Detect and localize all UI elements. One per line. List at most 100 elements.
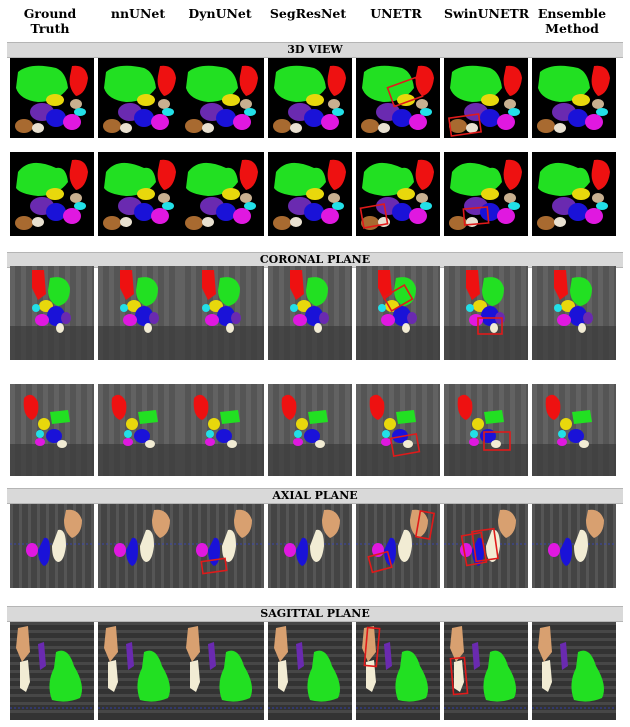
header-ensemble: Ensemble Method <box>532 6 612 36</box>
segmentation-image <box>10 266 94 360</box>
header-nnunet: nnUNet <box>98 6 178 21</box>
header-label: nnUNet <box>110 6 166 21</box>
tile-3d-ground-truth <box>10 58 94 138</box>
tile-cor2-ensemble <box>532 384 616 476</box>
segmentation-image <box>180 504 264 588</box>
tile-cor2-nnunet <box>98 384 182 476</box>
segmentation-image <box>98 266 182 360</box>
tile-sag-unetr <box>356 622 440 720</box>
tile-3d-ensemble <box>532 58 616 138</box>
segmentation-image <box>444 58 528 138</box>
tile-sag-nnunet <box>98 622 182 720</box>
tile-cor-ground-truth <box>10 266 94 360</box>
tile-3d-swinunetr <box>444 58 528 138</box>
tile-ax-segresnet <box>268 504 352 588</box>
tile-sag-ensemble <box>532 622 616 720</box>
segmentation-image <box>10 152 94 236</box>
tile-cor-ensemble <box>532 266 616 360</box>
segmentation-image <box>532 152 616 236</box>
tile-3d2-nnunet <box>98 152 182 236</box>
header-dynunet: DynUNet <box>180 6 260 21</box>
section-sagittal-plane: SAGITTAL PLANE <box>7 606 623 622</box>
segmentation-image <box>532 266 616 360</box>
segmentation-image <box>10 622 94 720</box>
tile-sag-swinunetr <box>444 622 528 720</box>
header-label: SwinUNETR <box>444 6 530 21</box>
segmentation-image <box>10 58 94 138</box>
tile-cor2-swinunetr <box>444 384 528 476</box>
tile-cor-unetr <box>356 266 440 360</box>
segmentation-image <box>98 504 182 588</box>
segmentation-image <box>180 266 264 360</box>
segmentation-image <box>10 504 94 588</box>
tile-3d2-unetr <box>356 152 440 236</box>
tile-cor-segresnet <box>268 266 352 360</box>
header-unetr: UNETR <box>356 6 436 21</box>
segmentation-image <box>356 152 440 236</box>
header-label: DynUNet <box>188 6 252 21</box>
segmentation-image <box>98 152 182 236</box>
tile-3d2-ensemble <box>532 152 616 236</box>
segmentation-image <box>356 266 440 360</box>
segmentation-image <box>444 622 528 720</box>
segmentation-image <box>98 622 182 720</box>
segmentation-image <box>444 384 528 476</box>
header-label: UNETR <box>370 6 422 21</box>
tile-3d2-swinunetr <box>444 152 528 236</box>
tile-ax-dynunet <box>180 504 264 588</box>
segmentation-image <box>356 58 440 138</box>
segmentation-image <box>532 622 616 720</box>
header-ground-truth: Ground Truth <box>10 6 90 36</box>
segmentation-image <box>98 384 182 476</box>
tile-cor2-dynunet <box>180 384 264 476</box>
section-axial-plane: AXIAL PLANE <box>7 488 623 504</box>
tile-3d2-segresnet <box>268 152 352 236</box>
tile-3d-dynunet <box>180 58 264 138</box>
tile-ax-nnunet <box>98 504 182 588</box>
segmentation-image <box>98 58 182 138</box>
segmentation-image <box>268 384 352 476</box>
segmentation-image <box>268 504 352 588</box>
header-swinunetr: SwinUNETR <box>444 6 529 21</box>
tile-ax-ensemble <box>532 504 616 588</box>
segmentation-image <box>532 504 616 588</box>
segmentation-image <box>180 152 264 236</box>
tile-sag-segresnet <box>268 622 352 720</box>
tile-ax-ground-truth <box>10 504 94 588</box>
segmentation-image <box>180 384 264 476</box>
segmentation-image <box>268 266 352 360</box>
segmentation-image <box>180 622 264 720</box>
tile-ax-unetr <box>356 504 440 588</box>
segmentation-image <box>356 504 440 588</box>
tile-cor-dynunet <box>180 266 264 360</box>
header-segresnet: SegResNet <box>268 6 348 21</box>
header-label: SegResNet <box>269 6 347 21</box>
segmentation-image <box>356 622 440 720</box>
tile-3d-unetr <box>356 58 440 138</box>
tile-cor2-segresnet <box>268 384 352 476</box>
header-label: Ensemble Method <box>537 6 607 36</box>
segmentation-image <box>10 384 94 476</box>
section-3d-view: 3D VIEW <box>7 42 623 58</box>
segmentation-image <box>180 58 264 138</box>
segmentation-image <box>268 152 352 236</box>
tile-sag-dynunet <box>180 622 264 720</box>
tile-ax-swinunetr <box>444 504 528 588</box>
segmentation-image <box>444 504 528 588</box>
segmentation-image <box>268 622 352 720</box>
tile-cor-nnunet <box>98 266 182 360</box>
tile-3d-segresnet <box>268 58 352 138</box>
segmentation-image <box>532 384 616 476</box>
tile-cor-swinunetr <box>444 266 528 360</box>
header-label: Ground Truth <box>23 6 77 36</box>
segmentation-image <box>356 384 440 476</box>
tile-cor2-unetr <box>356 384 440 476</box>
tile-3d2-dynunet <box>180 152 264 236</box>
tile-sag-ground-truth <box>10 622 94 720</box>
segmentation-image <box>444 152 528 236</box>
tile-3d2-ground-truth <box>10 152 94 236</box>
tile-3d-nnunet <box>98 58 182 138</box>
segmentation-image <box>268 58 352 138</box>
segmentation-image <box>444 266 528 360</box>
segmentation-image <box>532 58 616 138</box>
